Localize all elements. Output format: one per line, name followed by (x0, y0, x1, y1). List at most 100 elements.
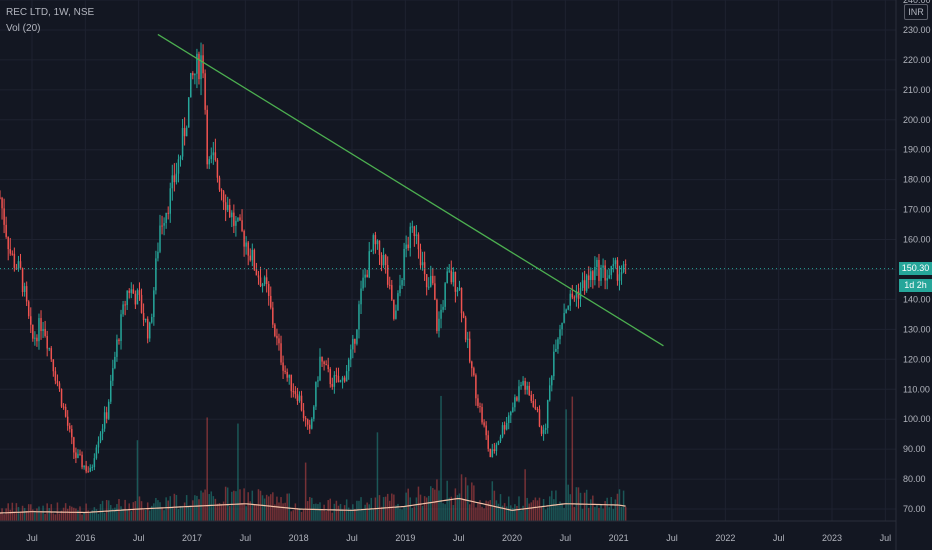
candle-body (224, 202, 227, 211)
volume-bar (187, 506, 190, 521)
trendline[interactable] (157, 33, 664, 347)
candle-body (559, 329, 561, 340)
candle-body (454, 271, 457, 292)
candle-body (407, 244, 409, 249)
volume-bar (75, 508, 77, 521)
time-axis[interactable]: Jul 2016 Jul 2017 Jul 2018 Jul 2019 Jul 2020 Jul 20… (0, 520, 896, 543)
volume-bar (585, 489, 588, 521)
candle-body (339, 380, 342, 383)
volume-bar (495, 500, 498, 521)
volume-bar (282, 503, 284, 521)
candle-body (290, 374, 293, 392)
candle-body (321, 356, 323, 362)
volume-bar (68, 505, 71, 521)
candle-body (522, 381, 524, 385)
volume-bar (376, 432, 379, 521)
volume-bar (159, 502, 161, 521)
volume-bar (534, 497, 537, 521)
candle-body (263, 277, 266, 285)
candle-body (222, 191, 225, 203)
volume-bar (567, 484, 569, 521)
candle-body (534, 406, 537, 409)
volume-bar (520, 510, 522, 521)
volume-bar (245, 506, 247, 521)
symbol-legend[interactable]: REC LTD, 1W, NSE (6, 7, 95, 18)
volume-bar (222, 501, 225, 521)
candle-body (265, 277, 268, 284)
volume-bar (171, 506, 174, 521)
candle-body (5, 224, 7, 237)
volume-bar (477, 502, 479, 521)
candle-body (602, 265, 604, 268)
volume-bar (538, 497, 541, 521)
candle-body (409, 226, 412, 249)
candle-body (618, 274, 621, 281)
volume-bar (270, 494, 272, 521)
candle-body (214, 152, 217, 161)
volume-bar (507, 496, 510, 521)
volume-bar (267, 496, 270, 521)
volume-bar (339, 503, 342, 521)
volume-bar (460, 474, 463, 521)
volume-bar (489, 500, 492, 521)
volume-bar (325, 511, 327, 521)
candle-body (62, 406, 65, 408)
candle-body (73, 437, 75, 453)
currency-badge[interactable]: INR (904, 4, 928, 20)
candle-body (313, 406, 315, 419)
candle-body (259, 277, 262, 287)
candle-body (458, 287, 461, 290)
price-tick-label: 180.00 (903, 175, 931, 185)
volume-bar (99, 504, 102, 521)
volume-bar (38, 506, 40, 521)
candle-body (561, 322, 563, 330)
volume-bar (362, 510, 364, 521)
candle-body (399, 285, 401, 294)
candle-body (471, 361, 473, 369)
volume-bar (21, 505, 24, 521)
volume-bar (546, 507, 549, 521)
candle-body (567, 305, 569, 310)
volume-bar (34, 510, 36, 521)
candle-body (68, 425, 71, 429)
volume-bar (288, 493, 290, 521)
candle-body (233, 212, 235, 226)
volume-bar (401, 509, 403, 521)
volume-bar (251, 490, 254, 521)
volume-bar (89, 512, 92, 521)
candle-body (249, 255, 252, 261)
candle-body (122, 304, 124, 315)
volume-bar (30, 504, 32, 521)
candle-body (304, 418, 307, 420)
volume-bar (464, 477, 467, 521)
volume-bar (466, 485, 469, 521)
candle-body (23, 286, 26, 292)
volume-bar (97, 513, 100, 521)
candle-body (333, 375, 336, 387)
candle-body (524, 381, 526, 390)
volume-bar (206, 417, 208, 521)
price-tick-label: 210.00 (903, 85, 931, 95)
volume-bar (356, 500, 358, 521)
candle-body (30, 316, 32, 325)
volume-bar (77, 510, 79, 521)
candle-body (345, 371, 348, 382)
candle-body (395, 310, 397, 319)
candle-body (616, 260, 619, 281)
volume-bar (263, 498, 266, 521)
volume-bar (458, 493, 461, 521)
candle-body (42, 328, 44, 332)
candle-body (114, 356, 116, 369)
candle-body (235, 220, 237, 226)
volume-bar (116, 504, 118, 521)
volume-bar (594, 507, 596, 521)
volume-bar (134, 501, 137, 521)
candle-body (553, 351, 555, 377)
candle-body (487, 435, 489, 449)
volume-legend[interactable]: Vol (20) (6, 23, 41, 34)
volume-bar (343, 505, 346, 521)
volume-bar (358, 500, 360, 521)
candle-body (536, 408, 539, 410)
